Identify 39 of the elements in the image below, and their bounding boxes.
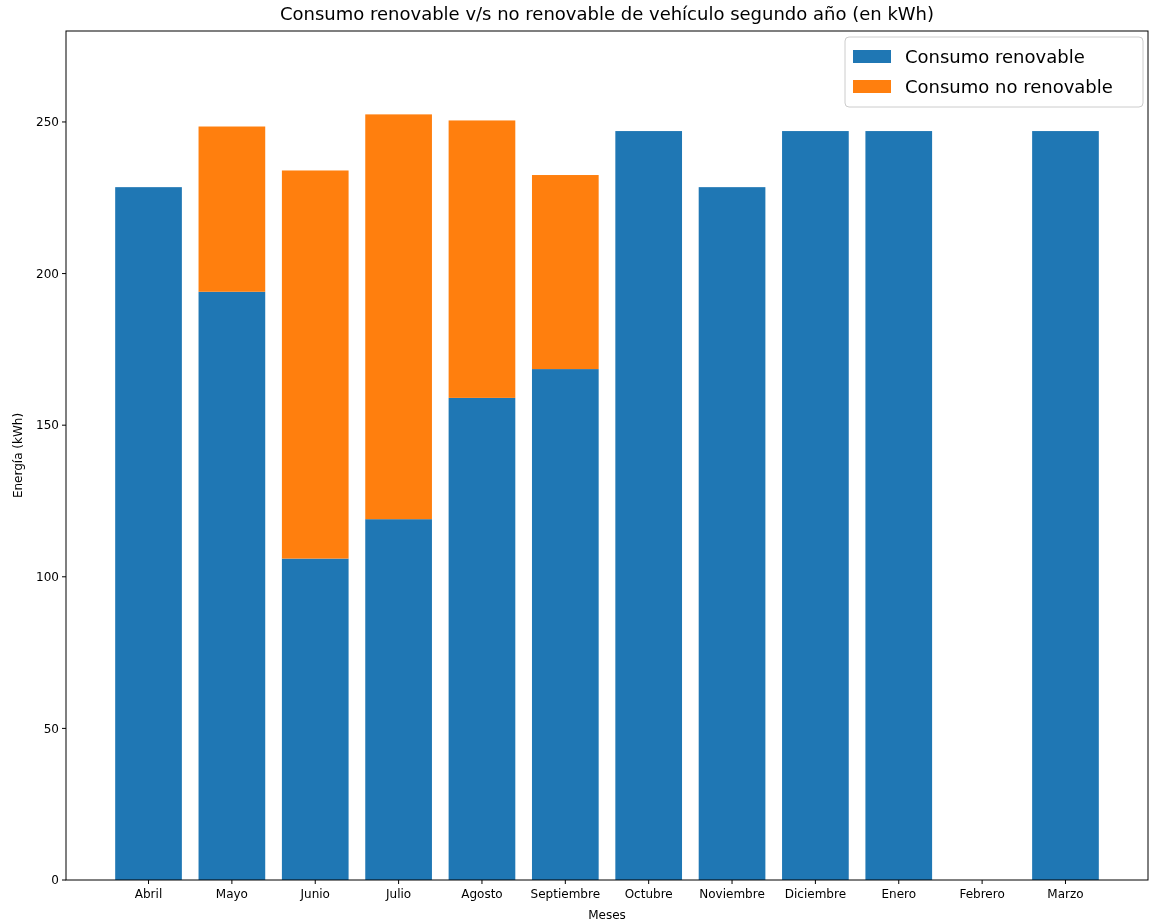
bar (281, 558, 349, 880)
x-tick-label: Septiembre (530, 887, 601, 901)
y-tick-label: 100 (36, 569, 59, 584)
bar (1032, 131, 1099, 880)
bar (365, 114, 432, 520)
x-tick-label: Marzo (1047, 887, 1084, 901)
y-tick-label: 150 (36, 418, 59, 433)
x-tick-label: Mayo (215, 887, 248, 901)
bar (281, 170, 349, 559)
chart-title: Consumo renovable v/s no renovable de vehículo segundo año (en kWh) (279, 3, 935, 24)
bar (531, 369, 599, 880)
legend-label: Consumo renovable (905, 46, 1085, 68)
x-tick-label: Julio (385, 887, 412, 901)
bar (198, 291, 266, 880)
x-tick-label: Octubre (624, 887, 673, 901)
bar (782, 131, 849, 880)
bar (115, 187, 182, 880)
x-tick-label: Noviembre (699, 887, 765, 901)
y-tick-label: 250 (36, 115, 59, 130)
bar (531, 175, 599, 370)
y-axis-title: Energía (kWh) (11, 412, 25, 499)
bar (865, 131, 933, 880)
x-tick-label: Abril (134, 887, 163, 901)
bar (365, 519, 432, 880)
bar (198, 126, 266, 292)
bar (615, 131, 683, 880)
y-tick-label: 50 (43, 721, 59, 736)
y-tick-label: 200 (36, 266, 59, 281)
x-tick-label: Agosto (461, 887, 503, 901)
y-tick-label: 0 (51, 873, 59, 888)
x-tick-label: Enero (881, 887, 917, 901)
x-axis-title: Meses (588, 908, 626, 922)
bar (698, 187, 766, 880)
legend-label: Consumo no renovable (905, 76, 1113, 98)
x-tick-label: Junio (299, 887, 330, 901)
x-tick-label: Diciembre (784, 887, 847, 901)
bar (448, 120, 516, 398)
x-tick-label: Febrero (959, 887, 1005, 901)
bar (448, 397, 516, 880)
